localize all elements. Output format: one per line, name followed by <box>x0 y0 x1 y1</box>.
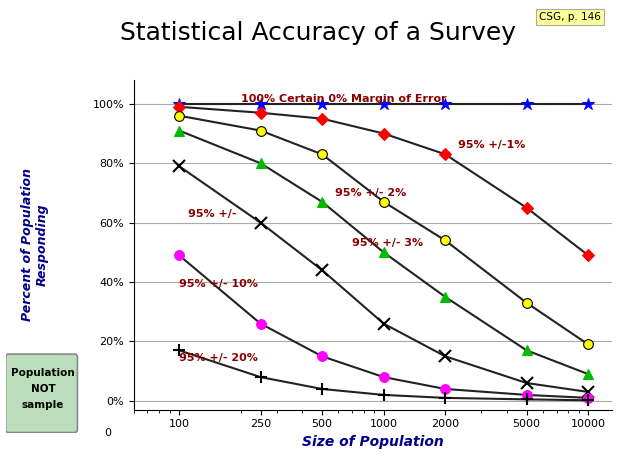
Text: CSG, p. 146: CSG, p. 146 <box>539 12 601 22</box>
Text: sample: sample <box>22 400 64 410</box>
Text: Statistical Accuracy of a Survey: Statistical Accuracy of a Survey <box>120 21 517 45</box>
Text: 95% +/-: 95% +/- <box>188 209 236 219</box>
Text: Population: Population <box>11 368 75 378</box>
Text: 95% +/- 20%: 95% +/- 20% <box>179 353 258 363</box>
Text: 95% +/- 2%: 95% +/- 2% <box>335 188 406 198</box>
Text: 95% +/-1%: 95% +/-1% <box>457 140 525 150</box>
FancyBboxPatch shape <box>6 354 78 432</box>
Text: NOT: NOT <box>31 384 55 394</box>
Polygon shape <box>43 409 75 430</box>
Text: 100% Certain 0% Margin of Error: 100% Certain 0% Margin of Error <box>241 94 447 105</box>
Text: 0: 0 <box>104 428 111 438</box>
Text: 95% +/- 10%: 95% +/- 10% <box>179 278 258 289</box>
X-axis label: Size of Population: Size of Population <box>302 435 443 449</box>
Text: Percent of Population
Responding: Percent of Population Responding <box>21 169 49 321</box>
Text: 95% +/- 3%: 95% +/- 3% <box>352 238 423 248</box>
